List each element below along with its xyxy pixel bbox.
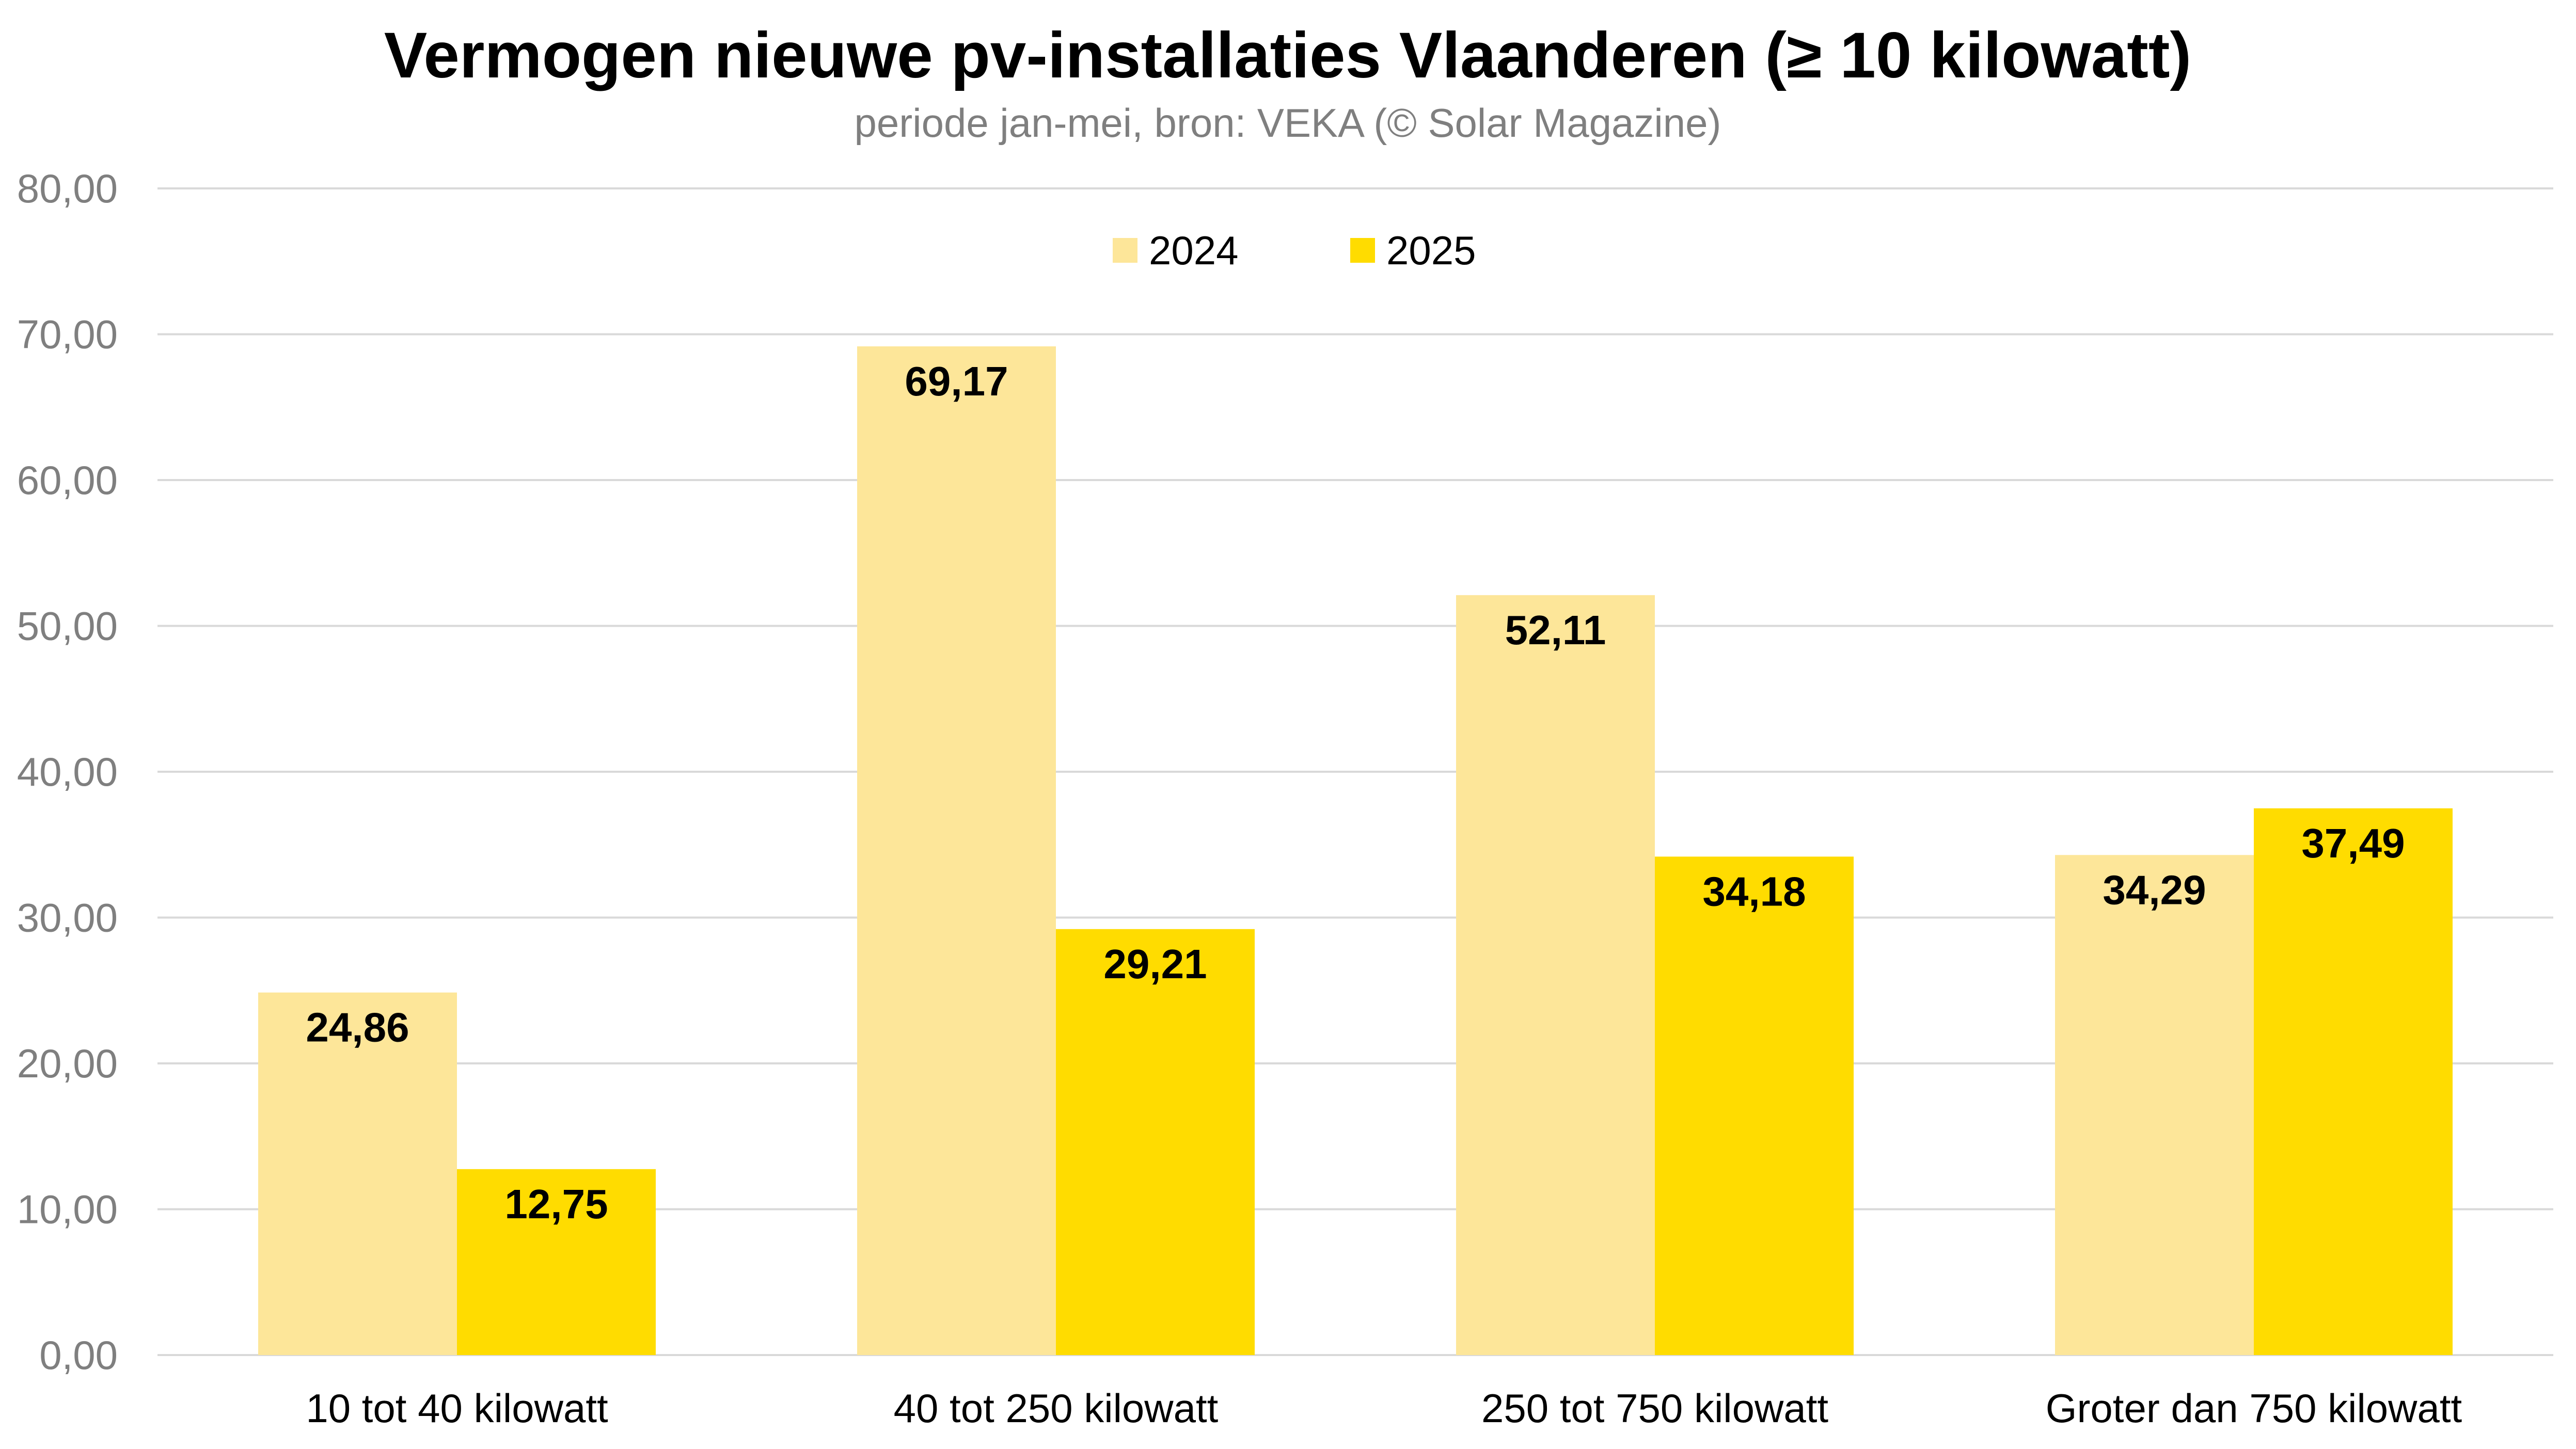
bar-2024 [1456, 595, 1655, 1355]
y-axis-ticks: 0,00 10,00 20,00 30,00 40,00 50,00 60,00 70,00 8… [17, 166, 118, 1378]
legend: 2024 2025 [1113, 228, 1476, 273]
data-labels: 24,86 12,75 69,17 29,21 52,11 34,18 34,29 37,49 [306, 358, 2405, 1227]
y-tick-label: 0,00 [39, 1332, 118, 1378]
y-tick-label: 10,00 [17, 1187, 118, 1232]
data-label: 12,75 [504, 1181, 608, 1227]
chart-title: Vermogen nieuwe pv-installaties Vlaander… [384, 20, 2191, 91]
x-axis-ticks: 10 tot 40 kilowatt 40 tot 250 kilowatt 250… [306, 1386, 2462, 1431]
y-tick-label: 40,00 [17, 749, 118, 794]
legend-swatch-2024 [1113, 238, 1137, 263]
chart-subtitle: periode jan-mei, bron: VEKA (© Solar Mag… [855, 100, 1721, 146]
y-tick-label: 20,00 [17, 1041, 118, 1086]
data-label: 52,11 [1505, 607, 1606, 653]
data-label: 34,18 [1702, 868, 1806, 914]
y-tick-label: 50,00 [17, 603, 118, 649]
legend-label: 2025 [1386, 228, 1476, 273]
x-tick-label: 250 tot 750 kilowatt [1481, 1386, 1828, 1431]
x-tick-label: Groter dan 750 kilowatt [2046, 1386, 2462, 1431]
legend-label: 2024 [1149, 228, 1239, 273]
bars [258, 346, 2453, 1355]
y-tick-label: 70,00 [17, 312, 118, 357]
data-label: 24,86 [306, 1005, 409, 1050]
x-tick-label: 40 tot 250 kilowatt [894, 1386, 1219, 1431]
x-tick-label: 10 tot 40 kilowatt [306, 1386, 608, 1431]
y-tick-label: 30,00 [17, 895, 118, 941]
data-label: 69,17 [905, 358, 1008, 404]
legend-swatch-2025 [1350, 238, 1375, 263]
bar-2025 [457, 1169, 656, 1355]
bar-2024 [2055, 855, 2254, 1355]
bar-2024 [258, 992, 457, 1355]
y-tick-label: 80,00 [17, 166, 118, 211]
bar-2025 [1056, 929, 1255, 1355]
data-label: 34,29 [2103, 867, 2206, 913]
data-label: 29,21 [1103, 941, 1207, 987]
y-tick-label: 60,00 [17, 457, 118, 503]
data-label: 37,49 [2301, 820, 2405, 866]
bar-2025 [1655, 856, 1854, 1355]
bar-2025 [2254, 808, 2453, 1355]
bar-2024 [857, 346, 1056, 1355]
